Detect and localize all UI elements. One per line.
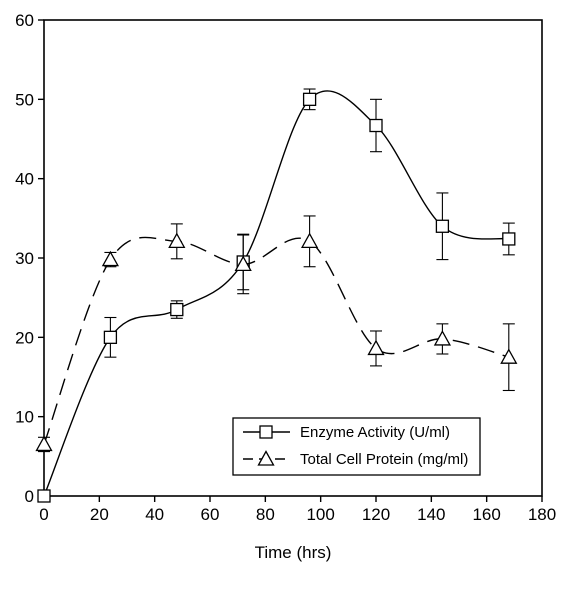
data-point [103, 330, 118, 344]
series-line [43, 236, 509, 445]
data-point [500, 348, 518, 364]
y-tick-label: 50 [15, 90, 34, 109]
series-layer [35, 88, 518, 503]
legend-marker [257, 450, 275, 466]
y-tick-label: 30 [15, 249, 34, 268]
series-total-cell-protein [35, 215, 518, 453]
x-tick-label: 60 [201, 505, 220, 524]
x-tick-label: 160 [472, 505, 500, 524]
y-tick-label: 60 [15, 11, 34, 30]
data-point [369, 118, 383, 133]
y-tick-label: 0 [25, 487, 34, 506]
x-tick-label: 20 [90, 505, 109, 524]
y-tick-label: 40 [15, 170, 34, 189]
data-point [101, 250, 120, 267]
data-point [433, 330, 452, 346]
x-tick-label: 40 [145, 505, 164, 524]
y-tick-label: 10 [15, 408, 34, 427]
axis-ticks: 0 20 40 60 80 100 120 140 160 180 0 10 20 30 40 50 60 [15, 11, 556, 524]
data-point [234, 255, 252, 271]
data-point [302, 92, 317, 106]
x-axis-title: Time (hrs) [255, 543, 332, 562]
data-point [37, 489, 51, 503]
data-point [502, 232, 516, 246]
x-tick-label: 80 [256, 505, 275, 524]
legend-marker [259, 425, 273, 439]
data-point [168, 232, 186, 248]
y-tick-label: 20 [15, 328, 34, 347]
data-point [170, 302, 184, 317]
x-tick-label: 0 [39, 505, 48, 524]
x-tick-label: 140 [417, 505, 445, 524]
series-enzyme-activity [37, 88, 516, 503]
legend-label: Total Cell Protein (mg/ml) [300, 451, 468, 468]
data-point [435, 219, 450, 233]
x-tick-label: 120 [362, 505, 390, 524]
legend-label: Enzyme Activity (U/ml) [300, 424, 450, 441]
data-point [35, 435, 53, 452]
legend: Enzyme Activity (U/ml) Total Cell Protein… [232, 417, 481, 476]
x-tick-label: 100 [306, 505, 334, 524]
data-point [367, 339, 385, 356]
x-tick-label: 180 [528, 505, 556, 524]
data-point [300, 232, 319, 248]
